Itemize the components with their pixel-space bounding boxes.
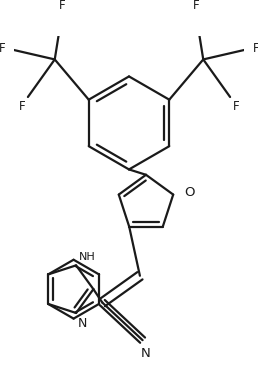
Text: F: F	[233, 100, 239, 113]
Text: N: N	[140, 347, 150, 360]
Text: N: N	[78, 316, 87, 330]
Text: F: F	[0, 42, 6, 55]
Text: O: O	[184, 186, 195, 199]
Text: NH: NH	[79, 252, 95, 262]
Text: F: F	[19, 100, 25, 113]
Text: F: F	[193, 0, 199, 12]
Text: F: F	[252, 42, 258, 55]
Text: F: F	[59, 0, 65, 12]
